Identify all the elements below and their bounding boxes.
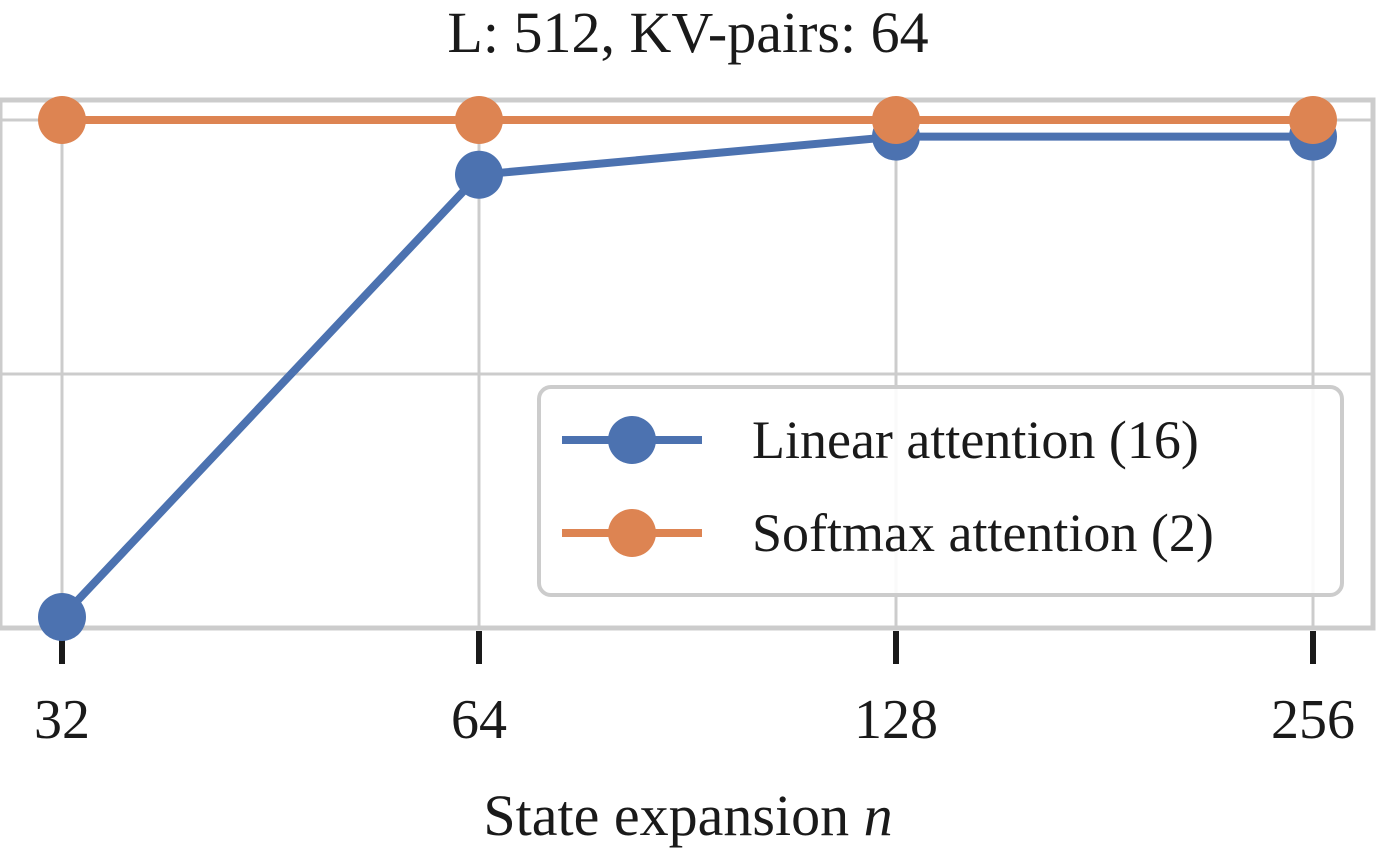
legend-entry-1: Softmax attention (2) bbox=[562, 503, 1214, 563]
plot-frame bbox=[0, 97, 1376, 631]
data-point-1-32 bbox=[38, 96, 86, 144]
data-point-0-32 bbox=[38, 593, 86, 641]
legend-marker-0 bbox=[608, 416, 656, 464]
data-point-1-64 bbox=[455, 96, 503, 144]
data-point-0-64 bbox=[455, 150, 503, 199]
legend-box bbox=[537, 385, 1344, 597]
x-tick-label-256: 256 bbox=[1271, 689, 1355, 751]
x-axis-label: State expansion n bbox=[483, 783, 892, 848]
x-axis: 32 64 128 256 bbox=[34, 631, 1355, 751]
legend-marker-1 bbox=[608, 509, 656, 557]
series-line-0 bbox=[59, 132, 1313, 620]
legend: Linear attention (16) Softmax attention (… bbox=[537, 385, 1344, 597]
data-point-1-256 bbox=[1289, 96, 1337, 144]
legend-entries: Linear attention (16) Softmax attention (… bbox=[562, 410, 1214, 563]
chart-title: L: 512, KV-pairs: 64 bbox=[447, 0, 928, 65]
x-axis-label-text: State expansion bbox=[483, 783, 849, 848]
legend-label-0: Linear attention (16) bbox=[752, 410, 1199, 470]
data-point-1-128 bbox=[872, 96, 920, 144]
x-tick-label-64: 64 bbox=[451, 689, 507, 751]
legend-entry-0: Linear attention (16) bbox=[562, 410, 1199, 470]
x-axis-label-variable: n bbox=[864, 783, 893, 848]
x-tick-label-128: 128 bbox=[854, 689, 938, 751]
series-layer bbox=[38, 96, 1337, 641]
series-1 bbox=[38, 96, 1337, 144]
x-tick-label-32: 32 bbox=[34, 689, 90, 751]
legend-label-1: Softmax attention (2) bbox=[752, 503, 1214, 563]
